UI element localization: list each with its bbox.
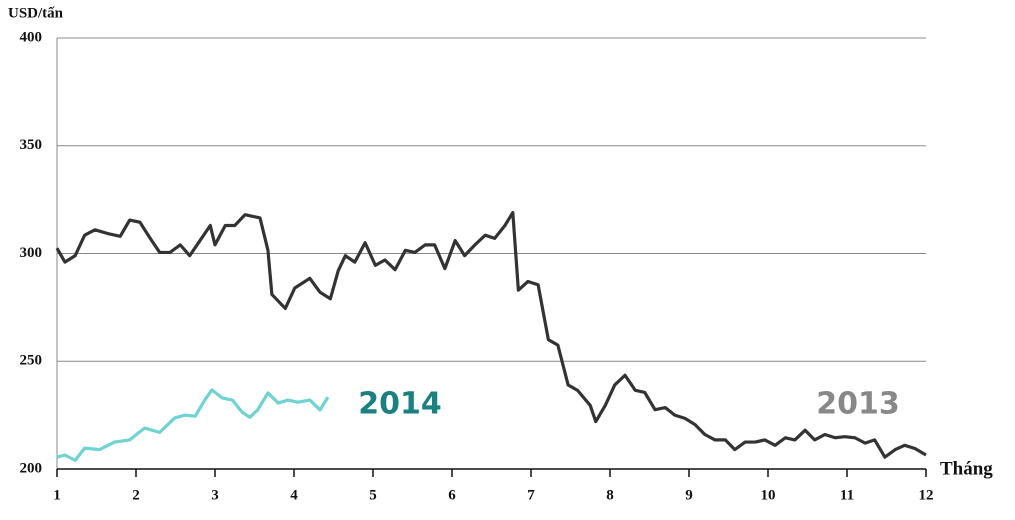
x-tick-label: 4 (290, 487, 298, 503)
y-tick-label: 350 (20, 137, 43, 153)
x-tick-label: 3 (211, 487, 219, 503)
x-tick-label: 2 (132, 487, 140, 503)
y-tick-label: 250 (20, 353, 43, 369)
x-tick-label: 1 (53, 487, 61, 503)
series-line (56, 388, 330, 462)
x-tick-label: 7 (527, 487, 535, 503)
y-tick-label: 200 (20, 460, 43, 476)
x-tick-label: 5 (369, 487, 377, 503)
x-tick-label: 8 (606, 487, 614, 503)
series-label: 2013 (816, 387, 900, 422)
x-tick-label: 6 (448, 487, 456, 503)
x-tick-label: 10 (761, 487, 776, 503)
series-line (55, 210, 927, 459)
y-tick-label: 300 (20, 245, 43, 261)
x-tick-label: 12 (919, 487, 934, 503)
x-tick-label: 9 (685, 487, 693, 503)
x-axis-label: Tháng (940, 458, 993, 479)
y-tick-label: 400 (20, 29, 43, 45)
series-label: 2014 (358, 387, 442, 422)
y-axis-label: USD/tấn (8, 5, 64, 21)
x-tick-label: 11 (840, 487, 854, 503)
